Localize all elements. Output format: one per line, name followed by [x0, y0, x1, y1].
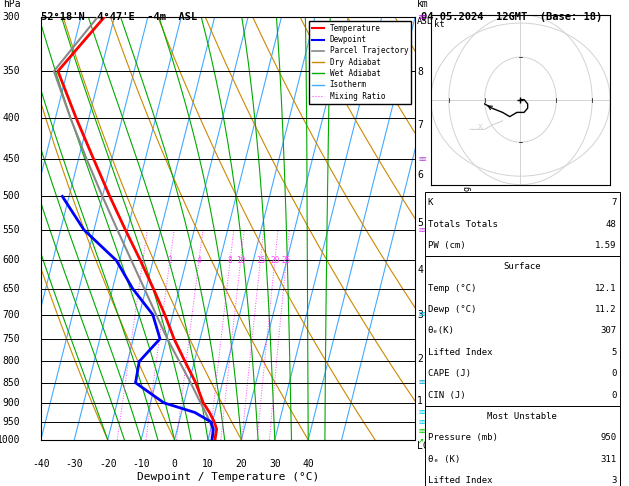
Text: Totals Totals: Totals Totals: [428, 220, 498, 228]
Text: 2: 2: [167, 256, 172, 265]
Text: CIN (J): CIN (J): [428, 391, 465, 399]
Text: 5: 5: [611, 348, 616, 357]
Text: Lifted Index: Lifted Index: [428, 476, 493, 485]
Text: 450: 450: [3, 155, 20, 164]
Text: 0: 0: [611, 369, 616, 378]
Text: 1: 1: [417, 396, 423, 406]
Text: 950: 950: [3, 417, 20, 427]
Text: 0: 0: [172, 459, 177, 469]
Text: LCL: LCL: [417, 441, 435, 451]
Text: 8: 8: [228, 256, 233, 265]
Text: 12.1: 12.1: [595, 284, 616, 293]
Text: ≡≡: ≡≡: [418, 419, 427, 425]
Text: 52°18'N  4°47'E  -4m  ASL: 52°18'N 4°47'E -4m ASL: [41, 12, 197, 22]
Text: 1000: 1000: [0, 435, 20, 445]
Text: ≡≡: ≡≡: [418, 14, 427, 20]
Text: 6: 6: [417, 170, 423, 180]
Text: 10: 10: [236, 256, 245, 265]
Text: Temp (°C): Temp (°C): [428, 284, 476, 293]
Text: ↗: ↗: [417, 435, 423, 445]
Text: PW (cm): PW (cm): [428, 241, 465, 250]
Text: 800: 800: [3, 356, 20, 366]
Text: © weatheronline.co.uk: © weatheronline.co.uk: [472, 471, 569, 480]
Text: kt: kt: [435, 20, 445, 29]
Text: 650: 650: [3, 283, 20, 294]
Text: -40: -40: [32, 459, 50, 469]
Text: Most Unstable: Most Unstable: [487, 412, 557, 421]
Text: 04.05.2024  12GMT  (Base: 18): 04.05.2024 12GMT (Base: 18): [421, 12, 603, 22]
Text: ASL: ASL: [417, 17, 433, 26]
Text: ≡≡: ≡≡: [418, 312, 427, 317]
Text: Mixing Ratio (g/kg): Mixing Ratio (g/kg): [463, 181, 472, 276]
Text: 20: 20: [270, 256, 279, 265]
Text: Surface: Surface: [503, 262, 541, 271]
Text: 15: 15: [256, 256, 265, 265]
Text: 4: 4: [417, 265, 423, 275]
Text: 3: 3: [417, 310, 423, 320]
Text: 311: 311: [600, 455, 616, 464]
Text: 5: 5: [417, 218, 423, 228]
Text: θₑ(K): θₑ(K): [428, 327, 455, 335]
Text: 7: 7: [417, 120, 423, 130]
Legend: Temperature, Dewpoint, Parcel Trajectory, Dry Adiabat, Wet Adiabat, Isotherm, Mi: Temperature, Dewpoint, Parcel Trajectory…: [309, 21, 411, 104]
Text: 7: 7: [611, 198, 616, 207]
Text: -20: -20: [99, 459, 116, 469]
Text: 1.59: 1.59: [595, 241, 616, 250]
Text: 20: 20: [235, 459, 247, 469]
Text: hPa: hPa: [3, 0, 20, 9]
Text: -30: -30: [65, 459, 83, 469]
Text: 8: 8: [417, 67, 423, 77]
Text: 307: 307: [600, 327, 616, 335]
Text: 40: 40: [303, 459, 314, 469]
Text: 750: 750: [3, 334, 20, 344]
Text: 30: 30: [269, 459, 281, 469]
Text: ≡≡: ≡≡: [418, 227, 427, 233]
Text: x: x: [477, 122, 482, 131]
Text: -10: -10: [132, 459, 150, 469]
Text: 500: 500: [3, 191, 20, 201]
Text: 300: 300: [3, 12, 20, 22]
Text: 10: 10: [202, 459, 214, 469]
Text: CAPE (J): CAPE (J): [428, 369, 470, 378]
Text: Lifted Index: Lifted Index: [428, 348, 493, 357]
Text: 11.2: 11.2: [595, 305, 616, 314]
Text: K: K: [428, 198, 433, 207]
Text: 3: 3: [611, 476, 616, 485]
Text: 600: 600: [3, 256, 20, 265]
Text: 1: 1: [140, 256, 145, 265]
Text: ≡≡: ≡≡: [418, 156, 427, 162]
Text: 400: 400: [3, 113, 20, 123]
Text: ≡≡: ≡≡: [418, 380, 427, 386]
Text: θₑ (K): θₑ (K): [428, 455, 460, 464]
Text: km: km: [417, 0, 429, 9]
Text: 25: 25: [282, 256, 291, 265]
Text: Dewpoint / Temperature (°C): Dewpoint / Temperature (°C): [137, 471, 319, 482]
Text: 900: 900: [3, 398, 20, 408]
Text: 700: 700: [3, 310, 20, 320]
Text: 550: 550: [3, 225, 20, 235]
Text: 350: 350: [3, 66, 20, 76]
Text: 0: 0: [611, 391, 616, 399]
Text: Pressure (mb): Pressure (mb): [428, 434, 498, 442]
Text: ≡≡: ≡≡: [418, 428, 427, 434]
Text: Dewp (°C): Dewp (°C): [428, 305, 476, 314]
Text: 48: 48: [606, 220, 616, 228]
Text: 950: 950: [600, 434, 616, 442]
Text: ≡≡: ≡≡: [418, 409, 427, 416]
Text: 850: 850: [3, 378, 20, 388]
Text: 4: 4: [197, 256, 201, 265]
Text: 2: 2: [417, 354, 423, 364]
